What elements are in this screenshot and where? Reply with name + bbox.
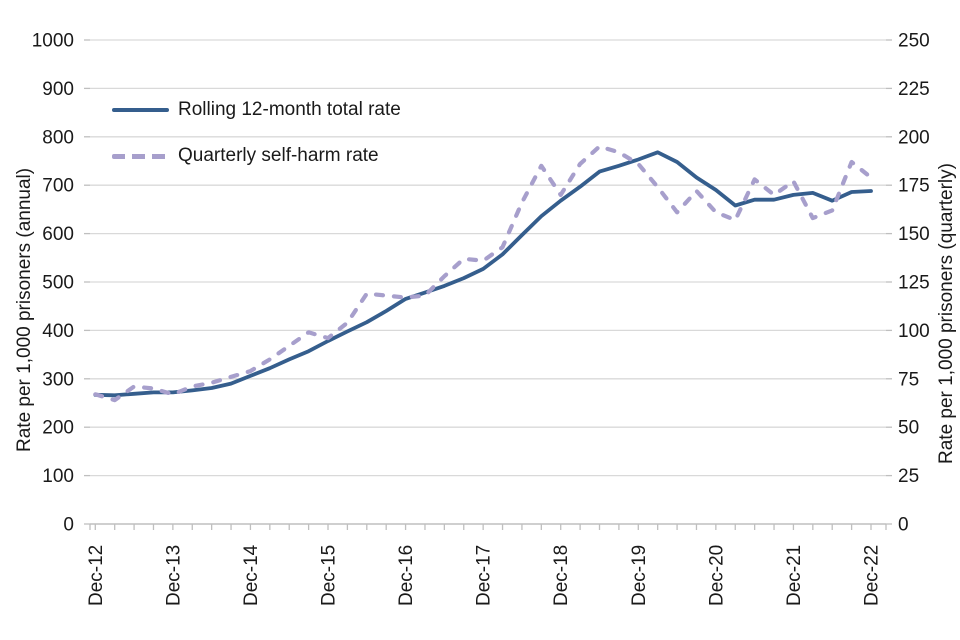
x-axis-tick-label: Dec-13 (163, 545, 184, 606)
right-axis-tick-label: 100 (898, 321, 930, 342)
right-axis-tick-label: 250 (898, 31, 930, 52)
left-axis-tick-label: 700 (42, 176, 74, 197)
left-axis-tick-label: 600 (42, 224, 74, 245)
x-axis-tick-label: Dec-18 (551, 545, 572, 606)
x-axis-tick-label: Dec-12 (86, 545, 107, 606)
right-axis-tick-label: 50 (898, 418, 919, 439)
x-axis-tick-label: Dec-19 (629, 545, 650, 606)
right-axis-tick-label: 225 (898, 79, 930, 100)
left-axis-tick-label: 300 (42, 369, 74, 390)
legend-item-quarterly-rate: Quarterly self-harm rate (112, 141, 401, 171)
left-axis-tick-label: 500 (42, 273, 74, 294)
right-axis-title: Rate per 1,000 prisoners (quarterly) (936, 163, 957, 464)
solid-line-swatch (112, 108, 169, 112)
left-axis-tick-label: 400 (42, 321, 74, 342)
right-axis-tick-label: 0 (898, 515, 909, 536)
series-line-quarterly-rate (93, 144, 874, 403)
right-axis-tick-label: 175 (898, 176, 930, 197)
x-axis-tick-label: Dec-16 (396, 545, 417, 606)
right-axis-tick-label: 150 (898, 224, 930, 245)
left-axis-tick-label: 200 (42, 418, 74, 439)
left-axis-tick-label: 1000 (32, 31, 74, 52)
right-axis-tick-label: 75 (898, 369, 919, 390)
series-line-rolling-12-month-rate (93, 150, 873, 398)
right-axis-tick-label: 200 (898, 127, 930, 148)
x-axis-tick-label: Dec-20 (706, 545, 727, 606)
legend: Rolling 12-month total rate Quarterly se… (112, 95, 401, 171)
legend-item-rolling-12-month-rate: Rolling 12-month total rate (112, 95, 401, 125)
left-axis-tick-label: 100 (42, 466, 74, 487)
legend-label-rolling-12-month-rate: Rolling 12-month total rate (178, 99, 401, 120)
left-axis-tick-label: 800 (42, 127, 74, 148)
x-axis-tick-label: Dec-17 (474, 545, 495, 606)
left-axis-tick-label: 0 (63, 515, 74, 536)
legend-label-quarterly-rate: Quarterly self-harm rate (178, 145, 379, 166)
left-axis-tick-label: 900 (42, 79, 74, 100)
left-axis-title: Rate per 1,000 prisoners (annual) (14, 167, 35, 452)
x-axis-tick-label: Dec-21 (784, 545, 805, 606)
right-axis-tick-label: 25 (898, 466, 919, 487)
x-axis-tick-label: Dec-22 (862, 545, 883, 606)
dashed-line-swatch (112, 153, 169, 159)
x-axis-tick-label: Dec-15 (319, 545, 340, 606)
x-axis-tick-label: Dec-14 (241, 544, 262, 606)
right-axis-tick-label: 125 (898, 273, 930, 294)
